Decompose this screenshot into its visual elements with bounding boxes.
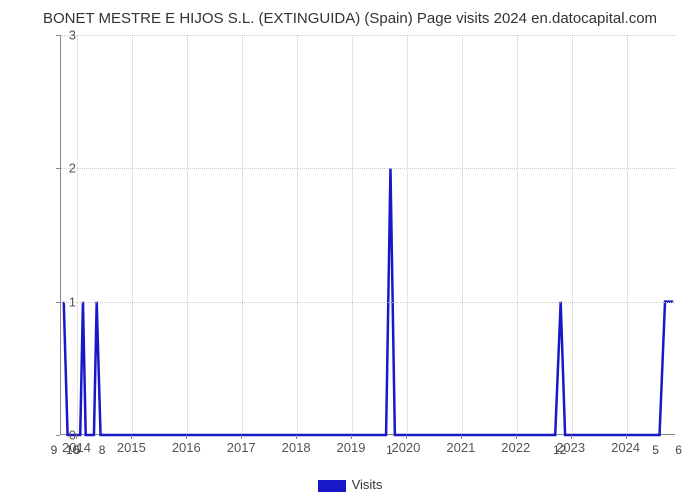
tick-mark — [76, 435, 77, 439]
tick-mark — [461, 435, 462, 439]
y-tick-label: 2 — [46, 161, 76, 176]
x-tick-label: 2015 — [117, 440, 146, 455]
x-tick-label: 2016 — [172, 440, 201, 455]
data-point-label: 12 — [553, 443, 566, 457]
data-point-label: 5 — [74, 443, 81, 457]
tick-mark — [351, 435, 352, 439]
tick-mark — [186, 435, 187, 439]
gridline-v — [572, 35, 573, 434]
chart-title: BONET MESTRE E HIJOS S.L. (EXTINGUIDA) (… — [0, 10, 700, 27]
line-series-svg — [61, 35, 675, 434]
tick-mark — [56, 168, 60, 169]
chart-legend: Visits — [0, 477, 700, 492]
gridline-v — [627, 35, 628, 434]
tick-mark — [131, 435, 132, 439]
tick-mark — [56, 435, 60, 436]
gridline-v — [462, 35, 463, 434]
x-tick-label: 2021 — [446, 440, 475, 455]
tick-mark — [516, 435, 517, 439]
y-tick-label: 3 — [46, 28, 76, 43]
tick-mark — [296, 435, 297, 439]
x-tick-label: 2019 — [337, 440, 366, 455]
legend-label: Visits — [352, 477, 383, 492]
gridline-v — [352, 35, 353, 434]
gridline-v — [187, 35, 188, 434]
tick-mark — [56, 35, 60, 36]
data-point-label: 6 — [675, 443, 682, 457]
x-tick-label: 2020 — [391, 440, 420, 455]
tick-mark — [406, 435, 407, 439]
gridline-v — [242, 35, 243, 434]
visits-chart: BONET MESTRE E HIJOS S.L. (EXTINGUIDA) (… — [0, 0, 700, 500]
tick-mark — [626, 435, 627, 439]
data-point-label: 9 — [51, 443, 58, 457]
plot-area — [60, 35, 675, 435]
legend-swatch — [318, 480, 346, 492]
x-tick-label: 2018 — [282, 440, 311, 455]
gridline-h — [61, 35, 675, 36]
gridline-v — [297, 35, 298, 434]
gridline-v — [77, 35, 78, 434]
data-point-label: 5 — [652, 443, 659, 457]
x-tick-label: 2022 — [501, 440, 530, 455]
gridline-v — [517, 35, 518, 434]
data-point-label: 8 — [99, 443, 106, 457]
x-tick-label: 2017 — [227, 440, 256, 455]
gridline-h — [61, 168, 675, 169]
gridline-v — [407, 35, 408, 434]
gridline-h — [61, 302, 675, 303]
x-tick-label: 2024 — [611, 440, 640, 455]
gridline-v — [132, 35, 133, 434]
tick-mark — [56, 302, 60, 303]
tick-mark — [241, 435, 242, 439]
y-tick-label: 1 — [46, 294, 76, 309]
tick-mark — [571, 435, 572, 439]
data-point-label: 1 — [386, 443, 393, 457]
